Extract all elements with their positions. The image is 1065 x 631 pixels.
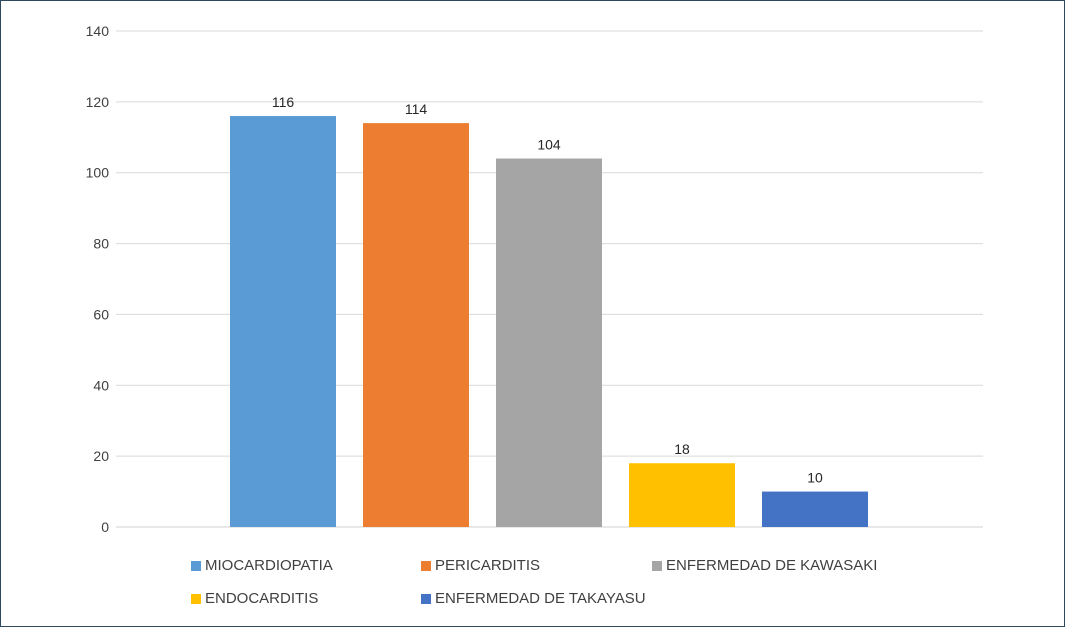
bar (363, 123, 469, 527)
y-tick-label: 140 (86, 23, 110, 39)
bar (496, 158, 602, 528)
data-label: 116 (272, 94, 295, 110)
y-tick-label: 40 (93, 377, 109, 393)
data-label: 10 (807, 470, 823, 486)
data-label: 18 (674, 441, 690, 457)
y-tick-label: 0 (101, 519, 109, 535)
data-label: 114 (405, 101, 428, 117)
y-tick-label: 80 (93, 236, 109, 252)
y-tick-label: 120 (86, 94, 110, 110)
bar (762, 491, 868, 527)
y-tick-label: 100 (86, 165, 110, 181)
y-tick-label: 20 (93, 448, 109, 464)
data-label: 104 (537, 137, 561, 153)
bar (230, 116, 336, 528)
y-tick-label: 60 (93, 306, 109, 322)
bar (629, 463, 735, 527)
